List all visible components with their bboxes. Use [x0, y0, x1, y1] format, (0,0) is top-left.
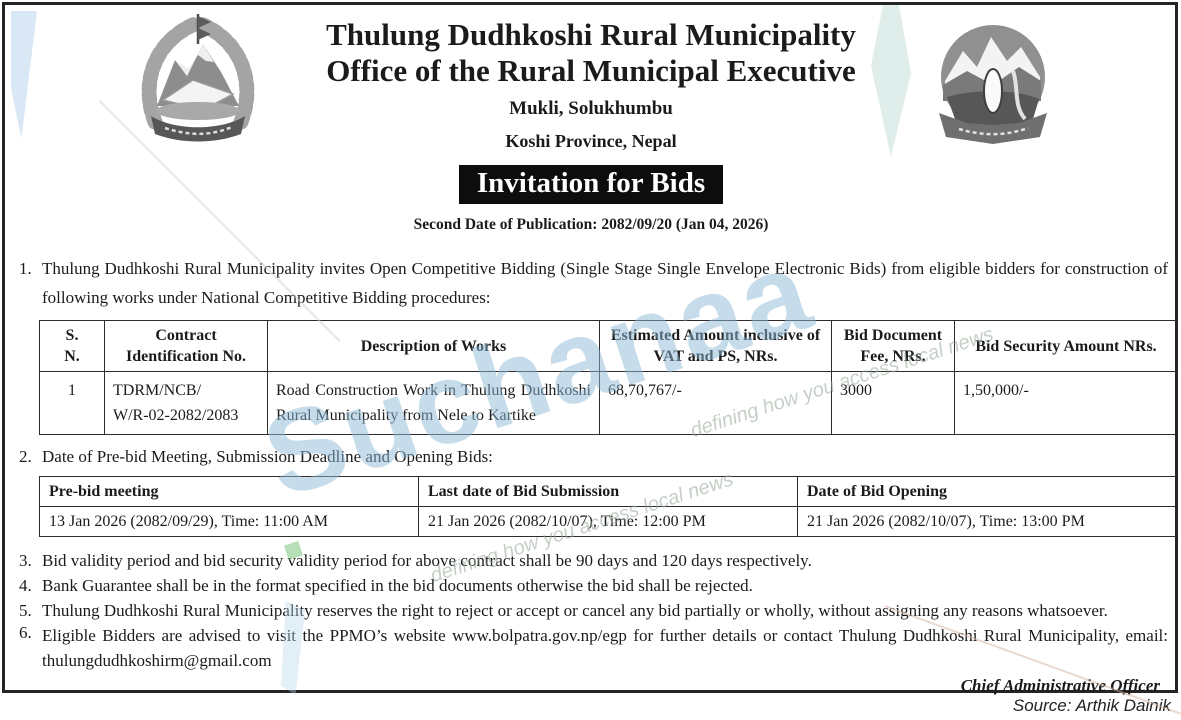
- list-item-6: 6. Eligible Bidders are advised to visit…: [14, 623, 1168, 673]
- province-line: Koshi Province, Nepal: [505, 131, 677, 151]
- nepal-coat-of-arms-emblem: [135, 10, 261, 155]
- col-header-bid-security: Bid Security Amount NRs.: [954, 320, 1178, 372]
- item-text: Thulung Dudhkoshi Rural Municipality res…: [42, 601, 1108, 620]
- table-header-row: Pre-bid meeting Last date of Bid Submiss…: [39, 476, 1177, 507]
- cell-bid-document-fee: 3000: [831, 371, 955, 435]
- item-text: Date of Pre-bid Meeting, Submission Dead…: [42, 447, 493, 466]
- col-header-estimated-amount: Estimated Amount inclusive of VAT and PS…: [599, 320, 832, 372]
- item-number: 4.: [19, 576, 32, 595]
- office-title: Office of the Rural Municipal Executive: [326, 53, 856, 88]
- cell-sn: 1: [39, 371, 105, 435]
- municipality-seal-emblem: [933, 19, 1053, 158]
- table-header-row: S. N. Contract Identification No. Descri…: [39, 320, 1178, 372]
- item-text: Bid validity period and bid security val…: [42, 551, 812, 570]
- cell-prebid-meeting: 13 Jan 2026 (2082/09/29), Time: 11:00 AM: [39, 506, 419, 537]
- cell-bid-security: 1,50,000/-: [954, 371, 1178, 435]
- municipality-title: Thulung Dudhkoshi Rural Municipality: [326, 17, 856, 52]
- invitation-banner: Invitation for Bids: [458, 165, 724, 204]
- item-number: 1.: [19, 259, 32, 278]
- col-header-last-submission: Last date of Bid Submission: [418, 476, 798, 507]
- cell-estimated-amount: 68,70,767/-: [599, 371, 832, 435]
- item-text: Bank Guarantee shall be in the format sp…: [42, 576, 753, 595]
- item-text: Eligible Bidders are advised to visit th…: [42, 626, 1168, 670]
- list-item-1: 1. Thulung Dudhkoshi Rural Municipality …: [14, 254, 1168, 312]
- table-row: 1 TDRM/NCB/ W/R-02-2082/2083 Road Constr…: [39, 371, 1178, 435]
- list-item-3: 3. Bid validity period and bid security …: [14, 548, 1168, 573]
- cell-last-submission: 21 Jan 2026 (2082/10/07), Time: 12:00 PM: [418, 506, 798, 537]
- col-header-prebid-meeting: Pre-bid meeting: [39, 476, 419, 507]
- bid-details-table: S. N. Contract Identification No. Descri…: [39, 320, 1178, 435]
- list-item-4: 4. Bank Guarantee shall be in the format…: [14, 573, 1168, 598]
- cell-contract-id: TDRM/NCB/ W/R-02-2082/2083: [104, 371, 268, 435]
- col-header-description: Description of Works: [267, 320, 600, 372]
- list-item-2: 2. Date of Pre-bid Meeting, Submission D…: [14, 444, 1168, 469]
- source-attribution: Source: Arthik Dainik: [1012, 696, 1171, 715]
- table-row: 13 Jan 2026 (2082/09/29), Time: 11:00 AM…: [39, 506, 1177, 537]
- item-number: 5.: [19, 601, 32, 620]
- list-item-5: 5. Thulung Dudhkoshi Rural Municipality …: [14, 598, 1168, 623]
- cell-description: Road Construction Work in Thulung Dudhko…: [267, 371, 600, 435]
- col-header-bid-opening: Date of Bid Opening: [797, 476, 1177, 507]
- item-number: 3.: [19, 551, 32, 570]
- bid-schedule-table: Pre-bid meeting Last date of Bid Submiss…: [39, 476, 1177, 537]
- col-header-contract-id: Contract Identification No.: [104, 320, 268, 372]
- address-line: Mukli, Solukhumbu: [509, 98, 673, 119]
- signature-title: Chief Administrative Officer: [960, 676, 1160, 695]
- item-text: Thulung Dudhkoshi Rural Municipality inv…: [42, 259, 1168, 307]
- col-header-sn: S. N.: [39, 320, 105, 372]
- item-number: 2.: [19, 447, 32, 466]
- item-number: 6.: [19, 623, 32, 642]
- cell-bid-opening: 21 Jan 2026 (2082/10/07), Time: 13:00 PM: [797, 506, 1177, 537]
- col-header-bid-document-fee: Bid Document Fee, NRs.: [831, 320, 955, 372]
- publication-date: Second Date of Publication: 2082/09/20 (…: [413, 216, 769, 233]
